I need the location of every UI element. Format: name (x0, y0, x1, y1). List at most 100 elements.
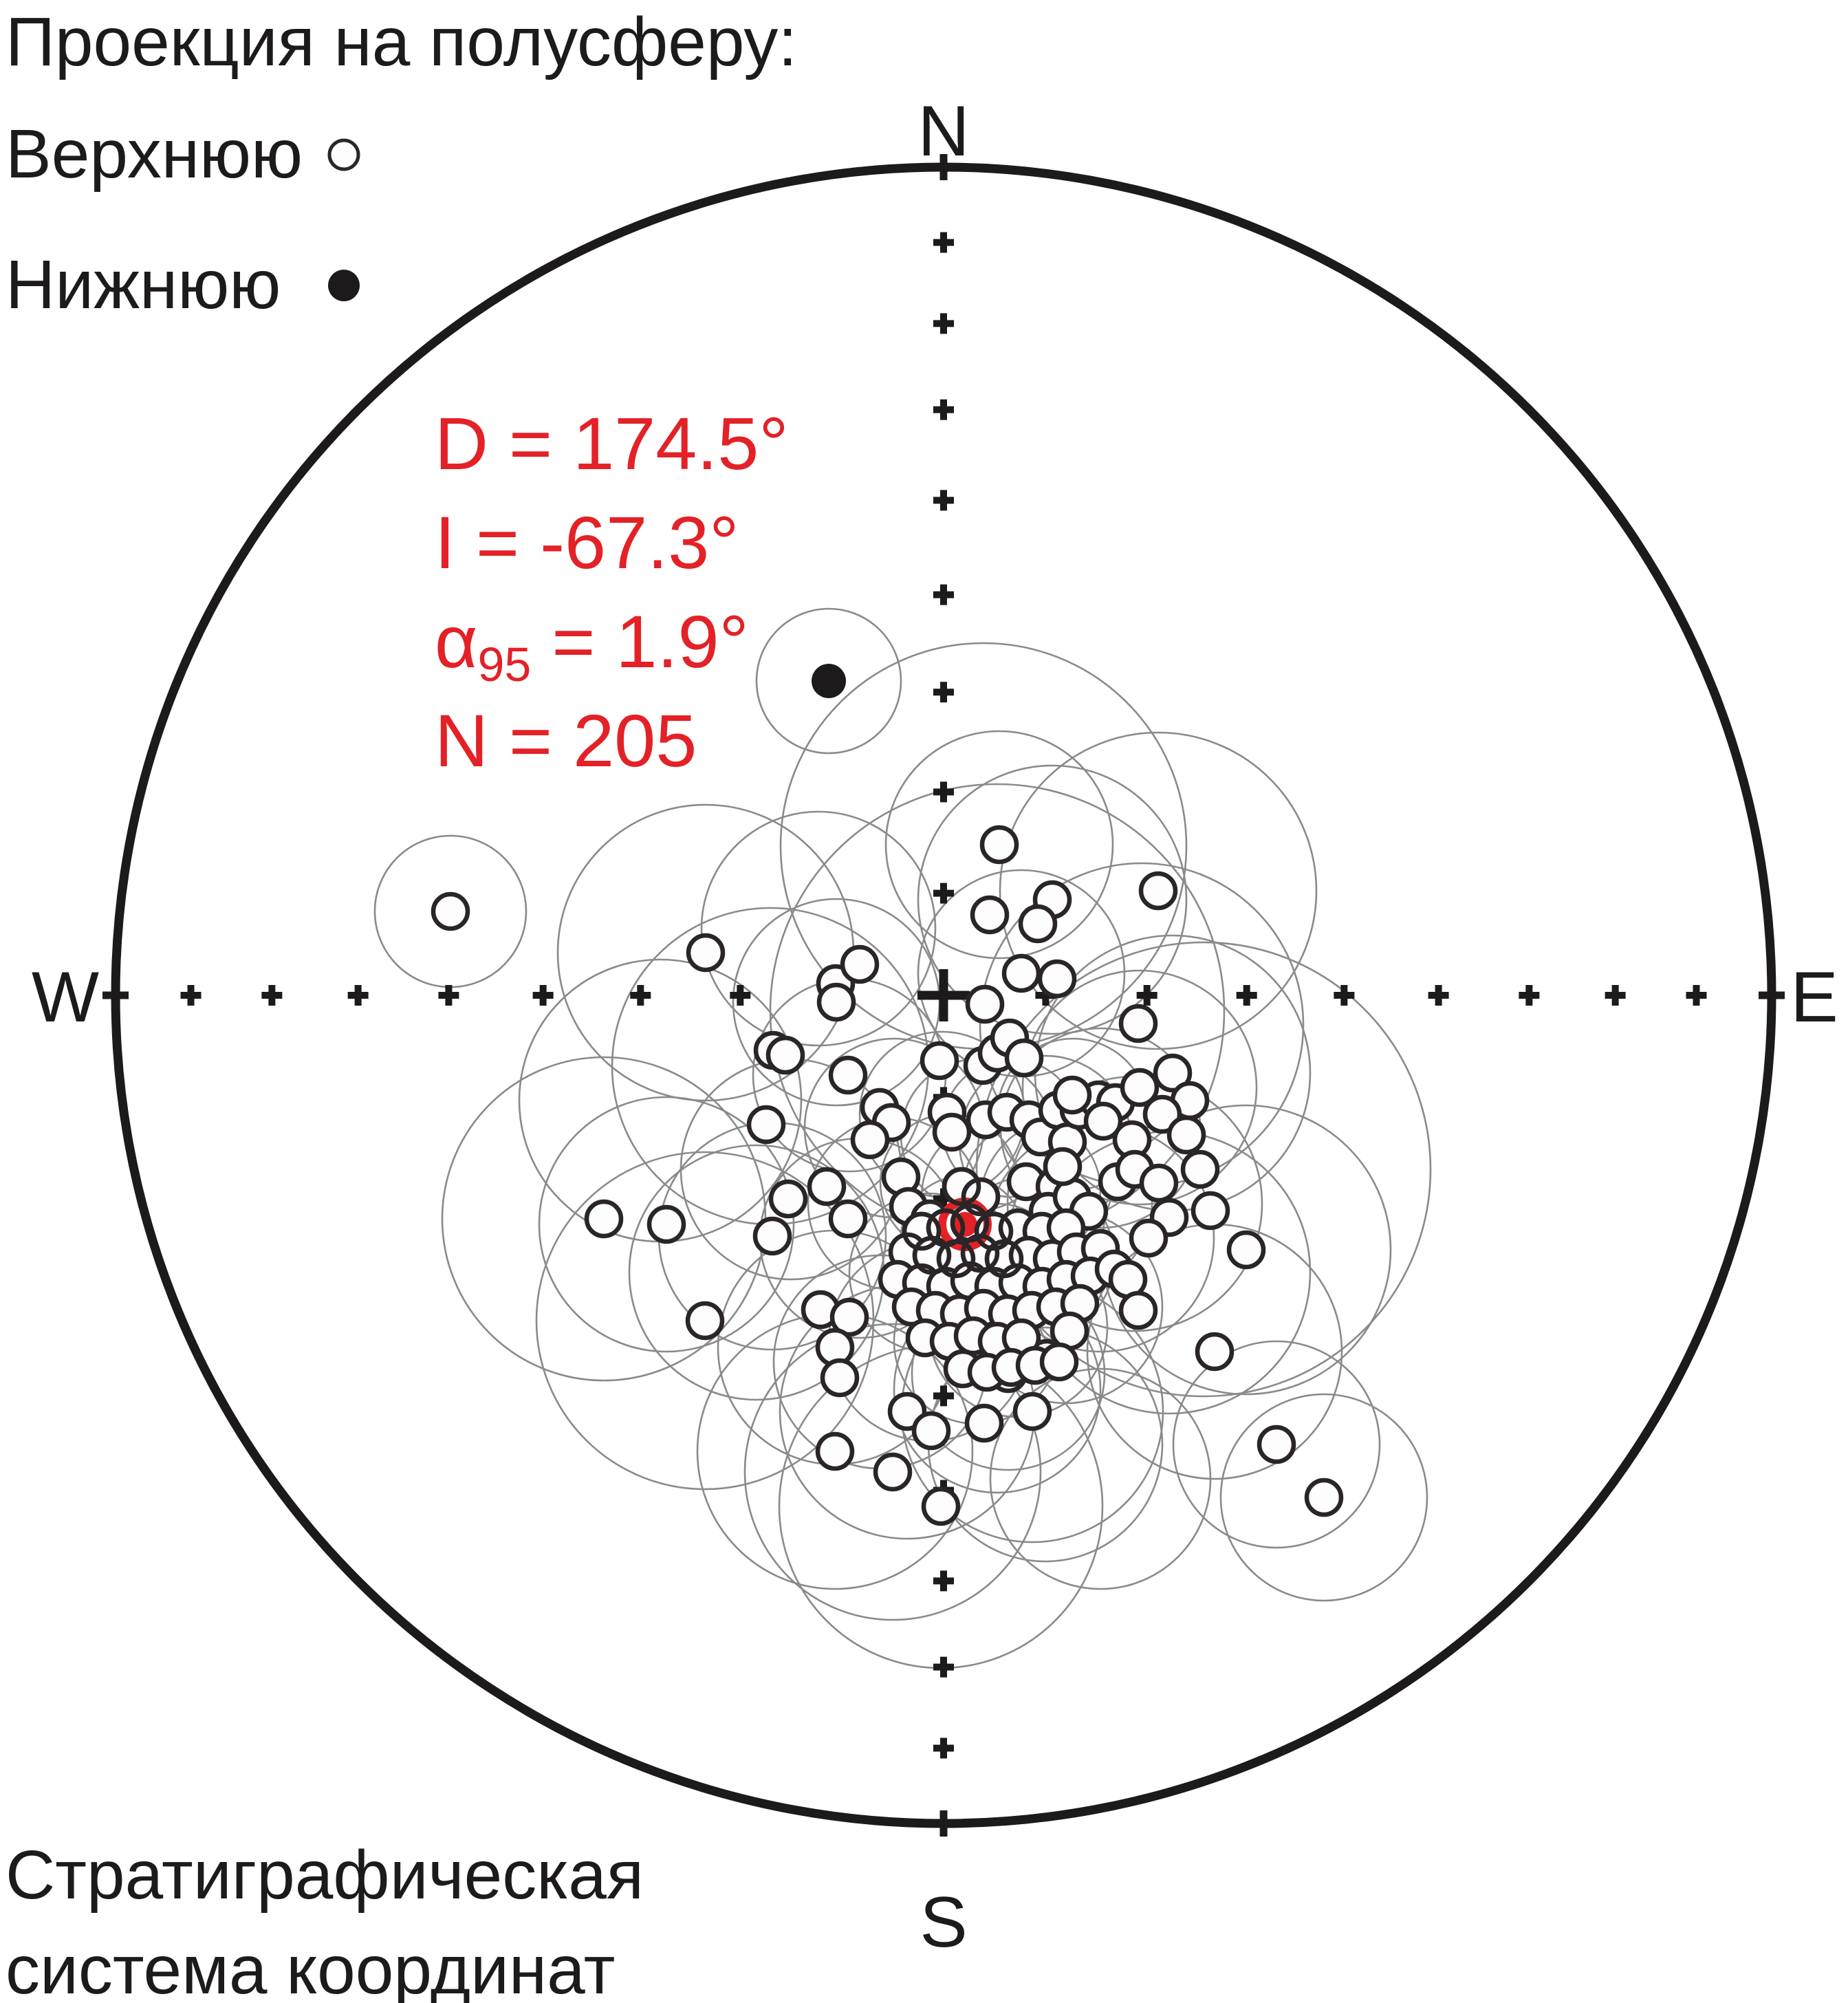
sample-point-upper (1257, 1425, 1296, 1464)
footer-line1: Стратиграфическая (6, 1837, 644, 1914)
sample-point-upper (1195, 1332, 1235, 1372)
legend-lower-label: Нижнюю (6, 246, 281, 323)
sample-point-upper (1139, 1163, 1179, 1203)
sample-point-upper (1129, 1218, 1168, 1258)
sample-point-outline (961, 1177, 1001, 1217)
tick-cross (1236, 985, 1257, 1006)
tick-cross (438, 985, 459, 1006)
compass-label-west: W (32, 957, 99, 1037)
tick-cross (933, 1385, 954, 1407)
sample-point-upper (807, 1167, 847, 1206)
sample-point-upper (1118, 1290, 1158, 1330)
tick-cross (180, 985, 202, 1006)
tick-cross (933, 682, 954, 703)
sample-point-upper (1142, 1094, 1182, 1134)
stat-inclination: I = -67.3° (435, 501, 739, 584)
tick-cross (1519, 985, 1540, 1006)
sample-point-upper (920, 1041, 959, 1081)
sample-point-upper (646, 1204, 686, 1244)
sample-point-upper (1226, 1230, 1266, 1270)
sample-point-outline (960, 1233, 1000, 1273)
sample-point-upper (932, 1112, 972, 1152)
sample-point-upper (1180, 1149, 1220, 1189)
sample-point-upper (752, 1216, 792, 1256)
stat-alpha95: α95 = 1.9° (435, 600, 749, 691)
confidence-ring (975, 941, 1432, 1398)
overlapping-point-strokes (902, 1167, 1024, 1279)
confidence-ring (755, 607, 902, 755)
sample-point-upper (1018, 904, 1058, 944)
sample-point-upper (815, 1431, 855, 1471)
tick-cross (1334, 985, 1355, 1006)
sample-point-upper (686, 933, 726, 973)
tick-cross (917, 969, 970, 1021)
compass-label-east: E (1790, 957, 1838, 1037)
sample-point-upper (816, 982, 856, 1022)
sample-point-upper (911, 1411, 951, 1451)
tick-cross (933, 1656, 954, 1678)
tick-cross (933, 584, 954, 605)
sample-point-upper (828, 1199, 868, 1239)
compass-label-north: N (917, 91, 969, 171)
sample-point-outline (912, 1235, 952, 1275)
sample-points (431, 664, 1344, 1526)
sample-point-upper (840, 944, 880, 984)
tick-cross (532, 985, 554, 1006)
tick-cross (1605, 985, 1626, 1006)
tick-cross (630, 985, 651, 1006)
tick-cross (933, 1570, 954, 1592)
sample-point-outline (902, 1211, 942, 1251)
sample-point-upper (768, 1179, 808, 1219)
confidence-ring (743, 1323, 1042, 1621)
sample-point-upper (765, 1035, 805, 1075)
sample-point-lower (812, 664, 846, 698)
compass-label-south: S (920, 1883, 967, 1962)
sample-point-upper (1118, 1004, 1158, 1043)
confidence-ring (1172, 1340, 1381, 1549)
sample-point-upper (746, 1105, 786, 1145)
tick-cross (933, 1737, 954, 1759)
sample-point-upper (1001, 953, 1041, 993)
confidence-ring (999, 731, 1318, 1050)
sample-point-upper (1004, 1038, 1044, 1078)
tick-cross (933, 781, 954, 803)
tick-cross (261, 985, 283, 1006)
sample-point-upper (828, 1055, 868, 1095)
tick-cross (933, 883, 954, 904)
sample-point-upper (1304, 1477, 1344, 1517)
sample-point-outline (942, 1167, 981, 1206)
tick-cross (1686, 985, 1707, 1006)
footer-line2: система координат (6, 1931, 615, 2003)
confidence-ring (700, 810, 937, 1047)
tick-cross (933, 232, 954, 253)
sample-point-upper (584, 1199, 624, 1239)
sample-point-upper (965, 984, 1005, 1024)
confidence-ring (1219, 1393, 1428, 1602)
sample-point-outline (974, 1211, 1014, 1251)
sample-point-upper (1153, 1053, 1193, 1093)
tick-cross (1428, 985, 1449, 1006)
sample-point-upper (1083, 1101, 1123, 1141)
sample-point-outline (984, 1239, 1024, 1279)
sample-point-upper (685, 1301, 725, 1341)
tick-cross (933, 399, 954, 420)
alpha-subscript: 95 (477, 638, 531, 691)
alpha-symbol: α (435, 600, 477, 683)
axis-ticks (102, 154, 1785, 1837)
sample-point-upper (1120, 1068, 1160, 1107)
confidence-ring (1021, 969, 1258, 1206)
sample-point-upper (1039, 1342, 1079, 1382)
sample-point-upper (829, 1297, 869, 1337)
confidence-ring (917, 764, 1188, 1035)
sample-point-upper (1052, 1075, 1092, 1115)
sample-point-outline (936, 1239, 976, 1279)
sample-point-upper (921, 1486, 961, 1526)
sample-point-upper (431, 891, 470, 931)
tick-cross (1136, 985, 1157, 1006)
tick-cross (933, 490, 954, 511)
sample-point-upper (1012, 1392, 1052, 1431)
legend-upper-label: Верхнюю (6, 116, 303, 193)
sample-point-upper (1043, 1147, 1083, 1187)
stereonet-rim (111, 162, 1776, 1828)
